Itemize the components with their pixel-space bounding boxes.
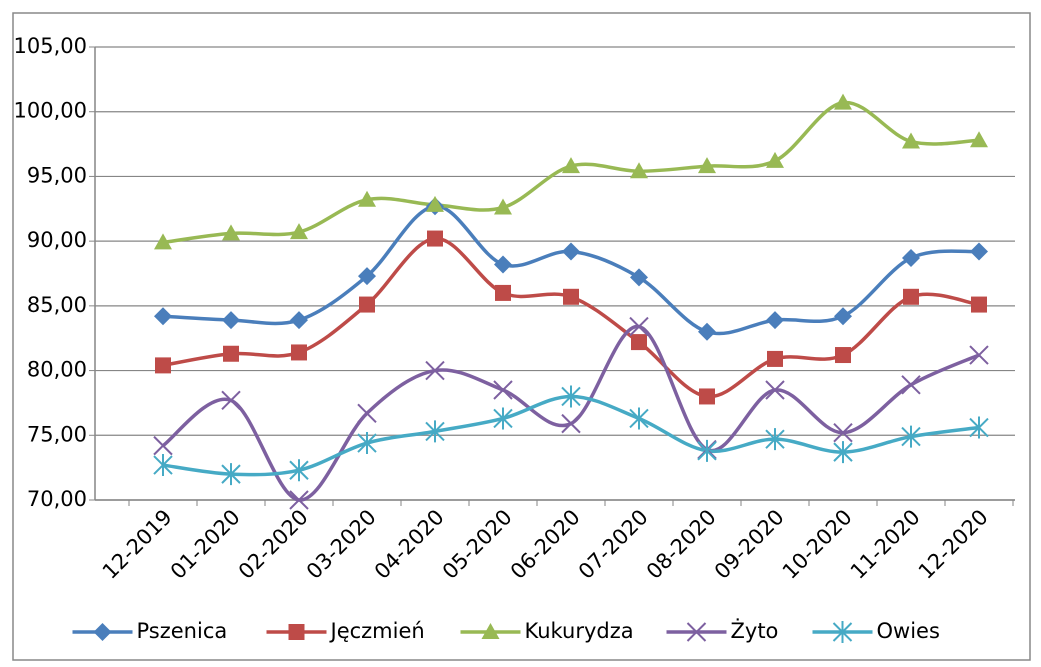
marker <box>686 622 707 642</box>
marker <box>289 490 309 510</box>
marker <box>222 311 240 330</box>
marker <box>765 428 785 451</box>
marker <box>699 388 715 405</box>
marker <box>630 268 648 287</box>
marker <box>427 230 443 247</box>
marker <box>765 380 785 400</box>
marker <box>357 432 377 455</box>
marker <box>221 390 241 411</box>
legend-label: Jęczmień <box>329 619 425 643</box>
marker <box>288 624 305 640</box>
legend-item: Żyto <box>666 618 779 643</box>
y-tick-label: 100,00 <box>14 99 87 123</box>
marker <box>901 375 921 395</box>
legend-item: Kukurydza <box>460 619 634 643</box>
y-tick-label: 90,00 <box>27 228 87 252</box>
marker <box>357 403 377 423</box>
legend-label: Kukurydza <box>525 619 634 643</box>
marker <box>561 385 581 408</box>
marker <box>494 198 512 215</box>
marker <box>629 407 649 430</box>
legend-label: Owies <box>877 619 940 643</box>
marker <box>291 344 307 361</box>
chart-frame <box>12 12 1031 661</box>
marker <box>562 157 580 174</box>
marker <box>970 242 988 261</box>
marker <box>902 132 920 149</box>
marker <box>290 223 308 240</box>
marker <box>833 422 853 443</box>
marker <box>358 190 376 207</box>
marker <box>222 224 240 241</box>
y-tick-label: 85,00 <box>27 293 87 317</box>
legend-label: Żyto <box>731 618 779 643</box>
y-tick-label: 80,00 <box>27 358 87 382</box>
marker <box>153 454 173 477</box>
marker <box>698 157 716 174</box>
marker <box>903 288 919 305</box>
marker <box>425 360 445 381</box>
marker <box>901 425 921 448</box>
marker <box>426 195 444 212</box>
marker <box>493 380 513 400</box>
legend-item: Owies <box>812 619 940 643</box>
marker <box>93 623 112 641</box>
marker <box>223 345 239 362</box>
y-tick-label: 70,00 <box>27 487 87 511</box>
marker <box>902 248 920 267</box>
marker <box>154 233 172 250</box>
marker <box>630 162 648 179</box>
marker <box>631 334 647 351</box>
marker <box>493 407 513 430</box>
marker <box>563 288 579 305</box>
marker <box>495 284 511 301</box>
marker <box>835 347 851 364</box>
marker <box>697 439 717 462</box>
marker <box>221 463 241 486</box>
marker <box>153 435 173 456</box>
y-tick-label: 95,00 <box>27 163 87 187</box>
marker <box>834 93 852 110</box>
marker <box>481 623 500 639</box>
marker <box>832 621 853 643</box>
y-tick-label: 105,00 <box>14 34 87 58</box>
marker <box>290 311 308 330</box>
marker <box>561 413 581 434</box>
marker <box>969 416 989 439</box>
marker <box>155 357 171 374</box>
marker <box>358 267 376 286</box>
marker <box>971 296 987 313</box>
marker <box>562 242 580 261</box>
marker <box>767 350 783 367</box>
marker <box>289 459 309 482</box>
marker <box>698 322 716 341</box>
marker <box>766 151 784 168</box>
marker <box>833 441 853 464</box>
marker <box>834 307 852 326</box>
marker <box>425 420 445 443</box>
marker <box>359 296 375 313</box>
marker <box>969 345 989 365</box>
legend-item: Pszenica <box>72 619 228 643</box>
marker <box>494 255 512 274</box>
legend-label: Pszenica <box>137 619 228 643</box>
marker <box>629 316 649 337</box>
marker <box>766 311 784 330</box>
marker <box>154 307 172 326</box>
legend-item: Jęczmień <box>266 619 425 643</box>
y-tick-label: 75,00 <box>27 422 87 446</box>
marker <box>970 131 988 148</box>
